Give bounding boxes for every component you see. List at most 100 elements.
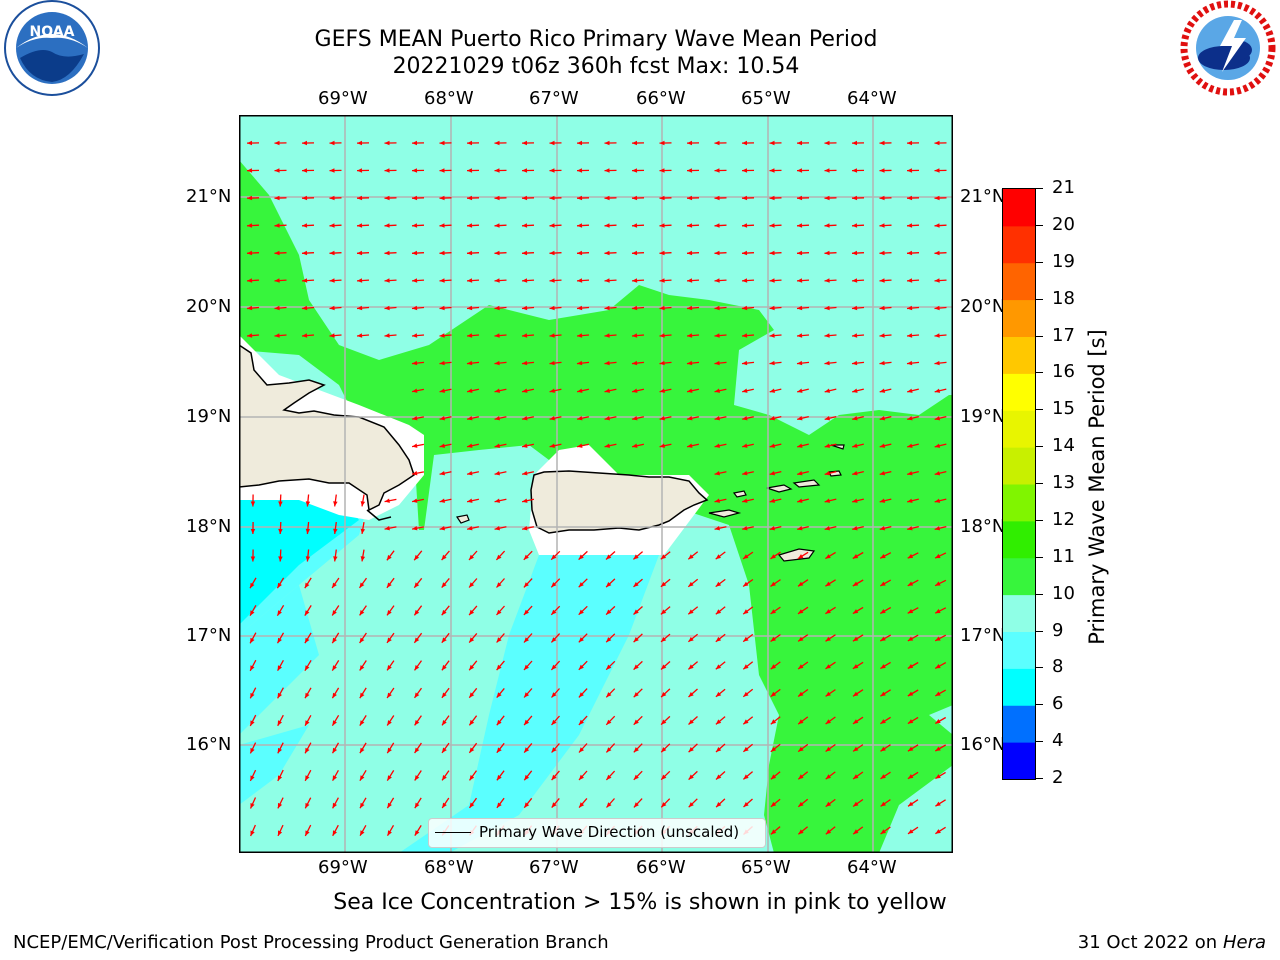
wave-arrow-head (357, 250, 363, 256)
wave-arrow-head (907, 609, 914, 614)
wave-arrow-head (414, 554, 420, 561)
wave-arrow-head (247, 223, 253, 228)
wave-arrow-head (770, 691, 777, 697)
wave-arrow-head (907, 333, 913, 338)
colorbar-tick-label: 10 (1052, 582, 1075, 604)
wave-arrow-head (743, 554, 749, 559)
wave-arrow-head (250, 830, 255, 836)
wave-arrow-head (467, 498, 473, 503)
wave-arrow-head (853, 691, 859, 697)
wave-arrow-head (934, 168, 940, 173)
wave-arrow-head (661, 637, 667, 642)
wave-arrow-head (852, 278, 858, 283)
wave-arrow-head (247, 195, 253, 201)
wave-arrow-head (852, 443, 858, 448)
colorbar-tick-mark (1036, 483, 1043, 484)
wave-arrow-head (332, 720, 337, 726)
wave-arrow-head (743, 581, 749, 587)
chart-title-line-2: 20221029 t06z 360h fcst Max: 10.54 (392, 54, 800, 79)
wave-arrow-head (769, 526, 775, 531)
wave-arrow-head (907, 691, 914, 696)
wave-arrow-head (659, 140, 665, 146)
wave-arrow-head (770, 829, 777, 835)
wave-arrow-head (879, 250, 885, 256)
wave-arrow-head (604, 388, 610, 393)
wave-arrow-head (551, 664, 557, 670)
wave-arrow-head (769, 471, 775, 476)
colorbar-tick-label: 18 (1052, 287, 1075, 309)
wave-arrow-head (632, 223, 638, 228)
wave-arrow-head (604, 416, 610, 421)
wave-arrow-head (578, 609, 584, 615)
wave-arrow-head (387, 830, 392, 836)
wave-arrow-head (742, 360, 748, 366)
wave-arrow-head (853, 746, 859, 752)
wave-arrow-head (414, 665, 420, 671)
colorbar-swatch (1003, 410, 1035, 448)
wave-arrow-head (687, 360, 693, 366)
wave-arrow-head (935, 608, 941, 614)
colorbar-swatch (1003, 742, 1035, 780)
wave-arrow-head (250, 747, 255, 754)
wave-arrow-head (359, 637, 365, 643)
wave-arrow-head (250, 610, 255, 616)
lat-label-right: 19°N (960, 406, 1006, 427)
wave-arrow-head (714, 140, 720, 146)
lat-label-left: 21°N (186, 186, 232, 207)
wave-arrow-head (825, 636, 831, 642)
wave-arrow-head (467, 333, 473, 338)
wave-arrow-head (329, 168, 335, 173)
wave-arrow-head (414, 720, 420, 726)
wave-arrow-head (632, 140, 637, 146)
wave-arrow-head (250, 720, 255, 726)
wave-arrow-head (277, 720, 282, 726)
wave-arrow-head (687, 443, 693, 448)
wave-arrow-head (549, 360, 555, 366)
colorbar-tick-mark (1036, 741, 1043, 743)
wave-arrow-head (577, 305, 583, 311)
colorbar-tick-label: 17 (1052, 324, 1075, 346)
wave-arrow-head (414, 802, 420, 809)
wave-arrow-head (659, 333, 665, 338)
wave-arrow-head (934, 416, 941, 421)
wave-arrow-head (332, 802, 337, 809)
wave-arrow-head (467, 305, 473, 311)
wave-arrow-head (387, 802, 392, 809)
wave-arrow-head (606, 747, 612, 753)
wave-arrow-head (250, 775, 255, 781)
wave-arrow-head (606, 719, 612, 725)
wave-arrow-head (661, 802, 667, 808)
wave-arrow-head (661, 664, 667, 670)
wave-arrow-head (880, 554, 886, 559)
wave-arrow-head (934, 223, 940, 228)
wave-arrow-head (797, 250, 803, 256)
wave-arrow-head (551, 802, 557, 808)
wave-arrow-head (522, 333, 528, 338)
wave-arrow-head (412, 388, 418, 393)
colorbar-swatches (1003, 189, 1035, 780)
wave-arrow-head (329, 223, 335, 228)
wave-arrow-head (467, 526, 473, 531)
wave-arrow-head (934, 360, 940, 366)
wave-arrow-head (578, 637, 584, 643)
wave-arrow-head (523, 554, 529, 560)
wave-arrow-head (278, 528, 283, 534)
wave-arrow-head (549, 168, 555, 173)
wave-arrow-head (742, 140, 747, 146)
wave-arrow-head (935, 719, 941, 724)
wave-arrow-head (879, 443, 886, 448)
wave-arrow-head (743, 609, 749, 615)
wave-arrow-head (742, 471, 748, 476)
wave-arrow-head (907, 581, 914, 586)
wave-direction-arrows (246, 140, 947, 853)
wave-arrow-head (577, 360, 583, 366)
wave-arrow-head (441, 664, 447, 671)
wave-arrow-head (577, 416, 583, 421)
wave-arrow-head (825, 719, 831, 724)
wave-arrow-head (551, 637, 557, 643)
wave-arrow-head (577, 195, 583, 201)
lat-label-right: 20°N (960, 296, 1006, 317)
wave-arrow-head (770, 636, 776, 642)
wave-arrow-head (879, 278, 885, 283)
wave-arrow-head (467, 250, 473, 256)
